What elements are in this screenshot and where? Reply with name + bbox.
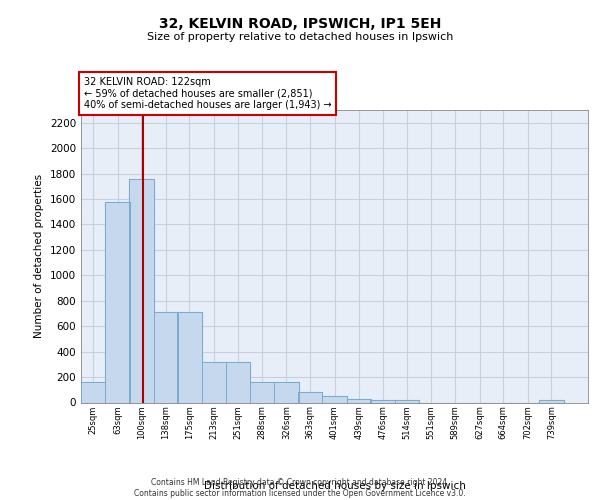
X-axis label: Distribution of detached houses by size in Ipswich: Distribution of detached houses by size … bbox=[203, 481, 466, 491]
Text: Size of property relative to detached houses in Ipswich: Size of property relative to detached ho… bbox=[147, 32, 453, 42]
Text: 32, KELVIN ROAD, IPSWICH, IP1 5EH: 32, KELVIN ROAD, IPSWICH, IP1 5EH bbox=[159, 18, 441, 32]
Text: 32 KELVIN ROAD: 122sqm
← 59% of detached houses are smaller (2,851)
40% of semi-: 32 KELVIN ROAD: 122sqm ← 59% of detached… bbox=[83, 77, 331, 110]
Y-axis label: Number of detached properties: Number of detached properties bbox=[34, 174, 44, 338]
Text: Contains HM Land Registry data © Crown copyright and database right 2024.
Contai: Contains HM Land Registry data © Crown c… bbox=[134, 478, 466, 498]
